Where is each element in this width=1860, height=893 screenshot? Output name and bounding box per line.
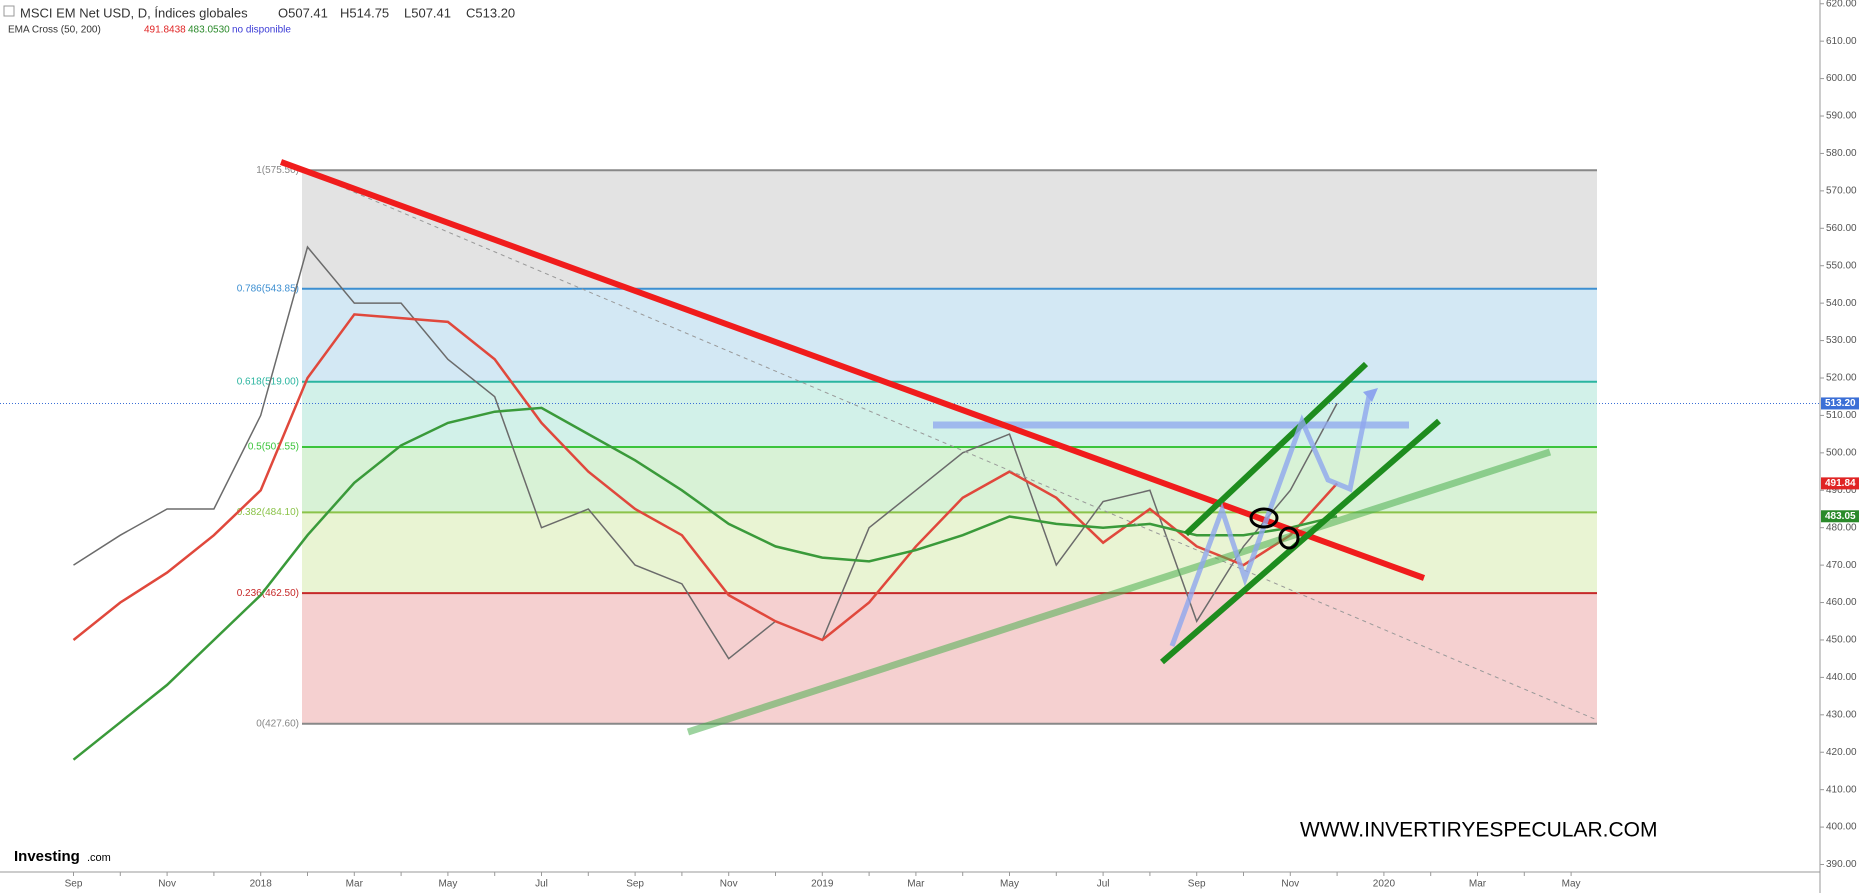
downtrend-line xyxy=(279,159,1426,581)
y-tick-label: 590.00 xyxy=(1826,111,1857,122)
x-tick-label: Sep xyxy=(1188,879,1206,890)
y-tick-label: 460.00 xyxy=(1826,597,1857,608)
x-tick-label: 2019 xyxy=(811,879,834,890)
fib-label: 0.5(501.55) xyxy=(248,442,299,453)
y-tick-label: 620.00 xyxy=(1826,0,1857,9)
fib-band xyxy=(302,288,1597,382)
y-tick-label: 540.00 xyxy=(1826,298,1857,309)
series-line xyxy=(73,245,1338,660)
y-tick-label: 610.00 xyxy=(1826,36,1857,47)
indicator-name: EMA Cross (50, 200) xyxy=(8,25,101,36)
y-tick-label: 400.00 xyxy=(1826,822,1857,833)
watermark: WWW.INVERTIRYESPECULAR.COM xyxy=(1300,819,1657,842)
y-tick-label: 550.00 xyxy=(1826,260,1857,271)
close-value: C513.20 xyxy=(466,5,515,20)
projection-arrow xyxy=(1169,390,1373,647)
y-tick-label: 480.00 xyxy=(1826,522,1857,533)
x-tick-label: Jul xyxy=(1097,879,1110,890)
y-tick-label: 470.00 xyxy=(1826,560,1857,571)
y-tick-label: 600.00 xyxy=(1826,73,1857,84)
circle-marker xyxy=(1278,526,1300,550)
fib-band xyxy=(302,447,1597,513)
y-tick-label: 430.00 xyxy=(1826,709,1857,720)
y-tick-label: 510.00 xyxy=(1826,410,1857,421)
fib-band xyxy=(302,593,1597,724)
circle-marker xyxy=(1249,507,1279,529)
high-value: H514.75 xyxy=(340,5,389,20)
price-tag xyxy=(1821,397,1859,410)
ema50-value: 491.8438 xyxy=(144,25,186,36)
y-tick-label: 420.00 xyxy=(1826,747,1857,758)
fib-label: 0.236(462.50) xyxy=(237,588,299,599)
y-tick-label: 390.00 xyxy=(1826,859,1857,870)
x-tick-label: May xyxy=(1562,879,1581,890)
open-value: O507.41 xyxy=(278,5,328,20)
price-tag xyxy=(1821,510,1859,523)
x-tick-label: Mar xyxy=(907,879,925,890)
x-tick-label: 2020 xyxy=(1373,879,1396,890)
logo-suffix: .com xyxy=(87,852,111,864)
x-tick-label: Sep xyxy=(626,879,644,890)
y-tick-label: 440.00 xyxy=(1826,672,1857,683)
series-line xyxy=(72,406,1338,761)
arrow-head xyxy=(1363,388,1378,402)
price-tag-label: 513.20 xyxy=(1825,398,1856,409)
symbol-title: MSCI EM Net USD, D, Índices globales xyxy=(20,5,248,20)
y-tick-label: 570.00 xyxy=(1826,186,1857,197)
collapse-icon[interactable] xyxy=(3,5,15,17)
fib-label: 0(427.60) xyxy=(256,718,299,729)
fib-label: 0.786(543.85) xyxy=(237,283,299,294)
y-tick-label: 520.00 xyxy=(1826,373,1857,384)
y-tick-label: 410.00 xyxy=(1826,784,1857,795)
logo: Investing xyxy=(14,848,80,865)
channel-upper xyxy=(1183,361,1369,537)
low-value: L507.41 xyxy=(404,5,451,20)
x-tick-label: Mar xyxy=(346,879,364,890)
fib-label: 1(575.50) xyxy=(256,165,299,176)
status: no disponible xyxy=(232,25,291,36)
x-tick-label: May xyxy=(1000,879,1019,890)
fib-band xyxy=(302,512,1597,594)
support-trendline xyxy=(686,448,1552,736)
x-tick-label: Jul xyxy=(535,879,548,890)
price-tag-label: 491.84 xyxy=(1825,478,1856,489)
y-tick-label: 500.00 xyxy=(1826,447,1857,458)
fib-label: 0.382(484.10) xyxy=(237,507,299,518)
fib-label: 0.618(519.00) xyxy=(237,376,299,387)
x-tick-label: Sep xyxy=(65,879,83,890)
channel-lower xyxy=(1160,418,1441,665)
x-tick-label: Nov xyxy=(720,879,738,890)
price-tag-label: 483.05 xyxy=(1825,511,1856,522)
x-tick-label: Nov xyxy=(158,879,176,890)
fib-band xyxy=(302,170,1597,289)
dashed-trendline xyxy=(301,169,1598,721)
fib-band xyxy=(302,381,1597,448)
x-tick-label: 2018 xyxy=(250,879,273,890)
ema200-value: 483.0530 xyxy=(188,25,230,36)
x-tick-label: Nov xyxy=(1281,879,1299,890)
price-tag xyxy=(1821,477,1859,490)
x-tick-label: May xyxy=(438,879,457,890)
y-tick-label: 580.00 xyxy=(1826,148,1857,159)
y-tick-label: 450.00 xyxy=(1826,635,1857,646)
y-tick-label: 530.00 xyxy=(1826,335,1857,346)
y-tick-label: 560.00 xyxy=(1826,223,1857,234)
x-tick-label: Mar xyxy=(1469,879,1487,890)
y-tick-label: 490.00 xyxy=(1826,485,1857,496)
